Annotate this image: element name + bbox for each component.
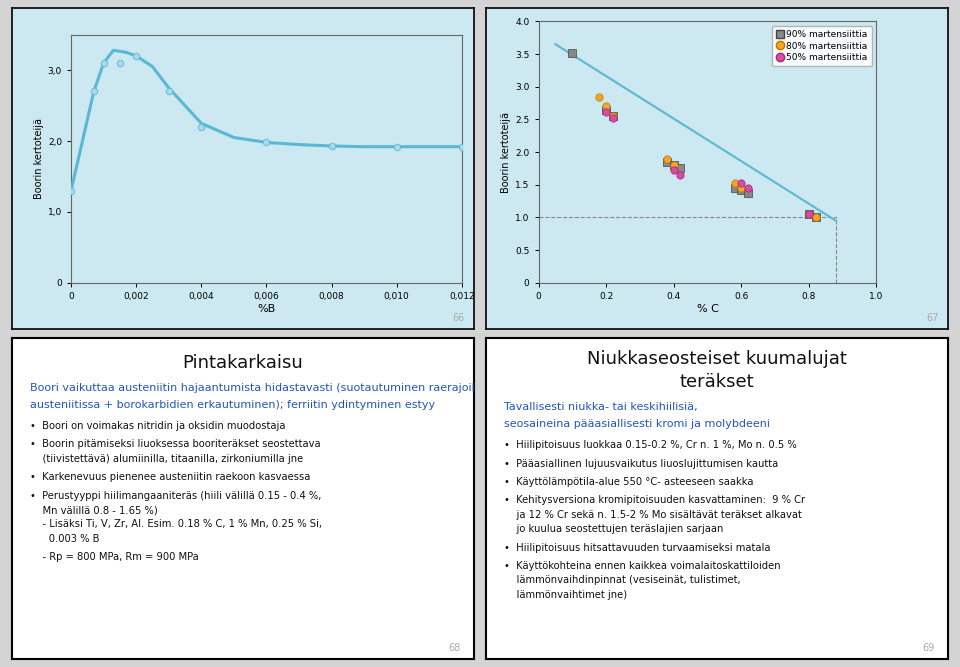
Text: (tiivistettävä) alumiinilla, titaanilla, zirkoniumilla jne: (tiivistettävä) alumiinilla, titaanilla,… <box>30 454 303 464</box>
Text: •  Käyttölämpötila-alue 550 °C- asteeseen saakka: • Käyttölämpötila-alue 550 °C- asteeseen… <box>504 477 754 487</box>
Text: •  Boorin pitämiseksi liuoksessa booriteräkset seostettava: • Boorin pitämiseksi liuoksessa booriter… <box>30 440 321 450</box>
Text: teräkset: teräkset <box>680 373 755 391</box>
Point <box>740 187 756 198</box>
Point <box>733 183 749 193</box>
Text: •  Perustyyppi hiilimangaaniteräs (hiili välillä 0.15 - 0.4 %,: • Perustyyppi hiilimangaaniteräs (hiili … <box>30 490 322 500</box>
Point <box>564 47 580 58</box>
Text: •  Hiilipitoisuus hitsattavuuden turvaamiseksi matala: • Hiilipitoisuus hitsattavuuden turvaami… <box>504 543 771 553</box>
Point <box>673 163 688 173</box>
Text: 69: 69 <box>923 642 935 652</box>
Point <box>258 137 275 148</box>
Point <box>808 212 824 223</box>
Text: •  Käyttökohteina ennen kaikkea voimalaitoskattiloiden: • Käyttökohteina ennen kaikkea voimalait… <box>504 561 780 571</box>
Point <box>727 183 742 193</box>
Point <box>112 58 128 69</box>
Point <box>591 91 607 102</box>
Point <box>63 185 79 196</box>
Text: 67: 67 <box>926 313 939 323</box>
Point <box>598 101 613 111</box>
Y-axis label: Boorin kertoteijä: Boorin kertoteijä <box>34 118 43 199</box>
Text: Pintakarkaisu: Pintakarkaisu <box>182 354 303 372</box>
Text: •  Karkenevuus pienenee austeniitin raekoon kasvaessa: • Karkenevuus pienenee austeniitin raeko… <box>30 472 310 482</box>
Text: •  Boori on voimakas nitridin ja oksidin muodostaja: • Boori on voimakas nitridin ja oksidin … <box>30 421 285 431</box>
Point <box>194 121 209 132</box>
Text: 68: 68 <box>448 642 461 652</box>
Text: ja 12 % Cr sekä n. 1.5-2 % Mo sisältävät teräkset alkavat: ja 12 % Cr sekä n. 1.5-2 % Mo sisältävät… <box>504 510 803 520</box>
Text: lämmönvaihtimet jne): lämmönvaihtimet jne) <box>504 590 628 600</box>
Text: Mn välillä 0.8 - 1.65 %): Mn välillä 0.8 - 1.65 %) <box>30 505 157 515</box>
Point <box>666 165 682 175</box>
Point <box>324 141 339 151</box>
Point <box>96 58 111 69</box>
Text: Boori vaikuttaa austeniitin hajaantumista hidastavasti (suotautuminen raerajoill: Boori vaikuttaa austeniitin hajaantumist… <box>30 382 485 392</box>
Text: lämmönvaihdinpinnat (vesiseinät, tulistimet,: lämmönvaihdinpinnat (vesiseinät, tulisti… <box>504 576 741 586</box>
Text: •  Pääasiallinen lujuusvaikutus liuoslujittumisen kautta: • Pääasiallinen lujuusvaikutus liuosluji… <box>504 459 779 469</box>
Text: 0.003 % B: 0.003 % B <box>30 534 100 544</box>
X-axis label: % C: % C <box>697 303 718 313</box>
Point <box>598 104 613 115</box>
Point <box>666 160 682 171</box>
Point <box>389 141 404 152</box>
Text: austeniitissa + borokarbidien erkautuminen); ferriitin ydintyminen estyy: austeniitissa + borokarbidien erkautumin… <box>30 400 435 410</box>
Text: jo kuulua seostettujen teräslajien sarjaan: jo kuulua seostettujen teräslajien sarja… <box>504 524 724 534</box>
Text: •  Hiilipitoisuus luokkaa 0.15-0.2 %, Cr n. 1 %, Mo n. 0.5 %: • Hiilipitoisuus luokkaa 0.15-0.2 %, Cr … <box>504 440 797 450</box>
Text: seosaineina pääasiallisesti kromi ja molybdeeni: seosaineina pääasiallisesti kromi ja mol… <box>504 420 770 430</box>
Point <box>673 169 688 180</box>
Point <box>660 157 675 167</box>
Point <box>802 209 817 219</box>
Point <box>666 160 682 171</box>
Point <box>740 183 756 193</box>
Text: - Lisäksi Ti, V, Zr, Al. Esim. 0.18 % C, 1 % Mn, 0.25 % Si,: - Lisäksi Ti, V, Zr, Al. Esim. 0.18 % C,… <box>30 520 322 530</box>
Point <box>129 51 144 61</box>
Point <box>605 111 620 121</box>
Point <box>86 86 102 97</box>
Point <box>808 212 824 223</box>
Text: •  Kehitysversiona kromipitoisuuden kasvattaminen:  9 % Cr: • Kehitysversiona kromipitoisuuden kasva… <box>504 496 805 506</box>
Point <box>802 209 817 219</box>
Text: Niukkaseosteiset kuumalujat: Niukkaseosteiset kuumalujat <box>588 350 847 368</box>
Text: - Rp = 800 MPa, Rm = 900 MPa: - Rp = 800 MPa, Rm = 900 MPa <box>30 552 199 562</box>
Point <box>727 178 742 189</box>
Point <box>161 86 177 97</box>
Point <box>454 141 469 152</box>
X-axis label: %B: %B <box>257 303 276 313</box>
Text: Tavallisesti niukka- tai keskihiilisiä,: Tavallisesti niukka- tai keskihiilisiä, <box>504 402 698 412</box>
Point <box>598 106 613 117</box>
Point <box>802 209 817 219</box>
Legend: 90% martensiittia, 80% martensiittia, 50% martensiittia: 90% martensiittia, 80% martensiittia, 50… <box>772 26 872 67</box>
Point <box>660 153 675 164</box>
Point <box>733 185 749 195</box>
Text: 66: 66 <box>453 313 465 323</box>
Y-axis label: Boorin kertoteijä: Boorin kertoteijä <box>501 111 511 193</box>
Point <box>605 111 620 121</box>
Point <box>605 113 620 123</box>
Point <box>733 178 749 189</box>
